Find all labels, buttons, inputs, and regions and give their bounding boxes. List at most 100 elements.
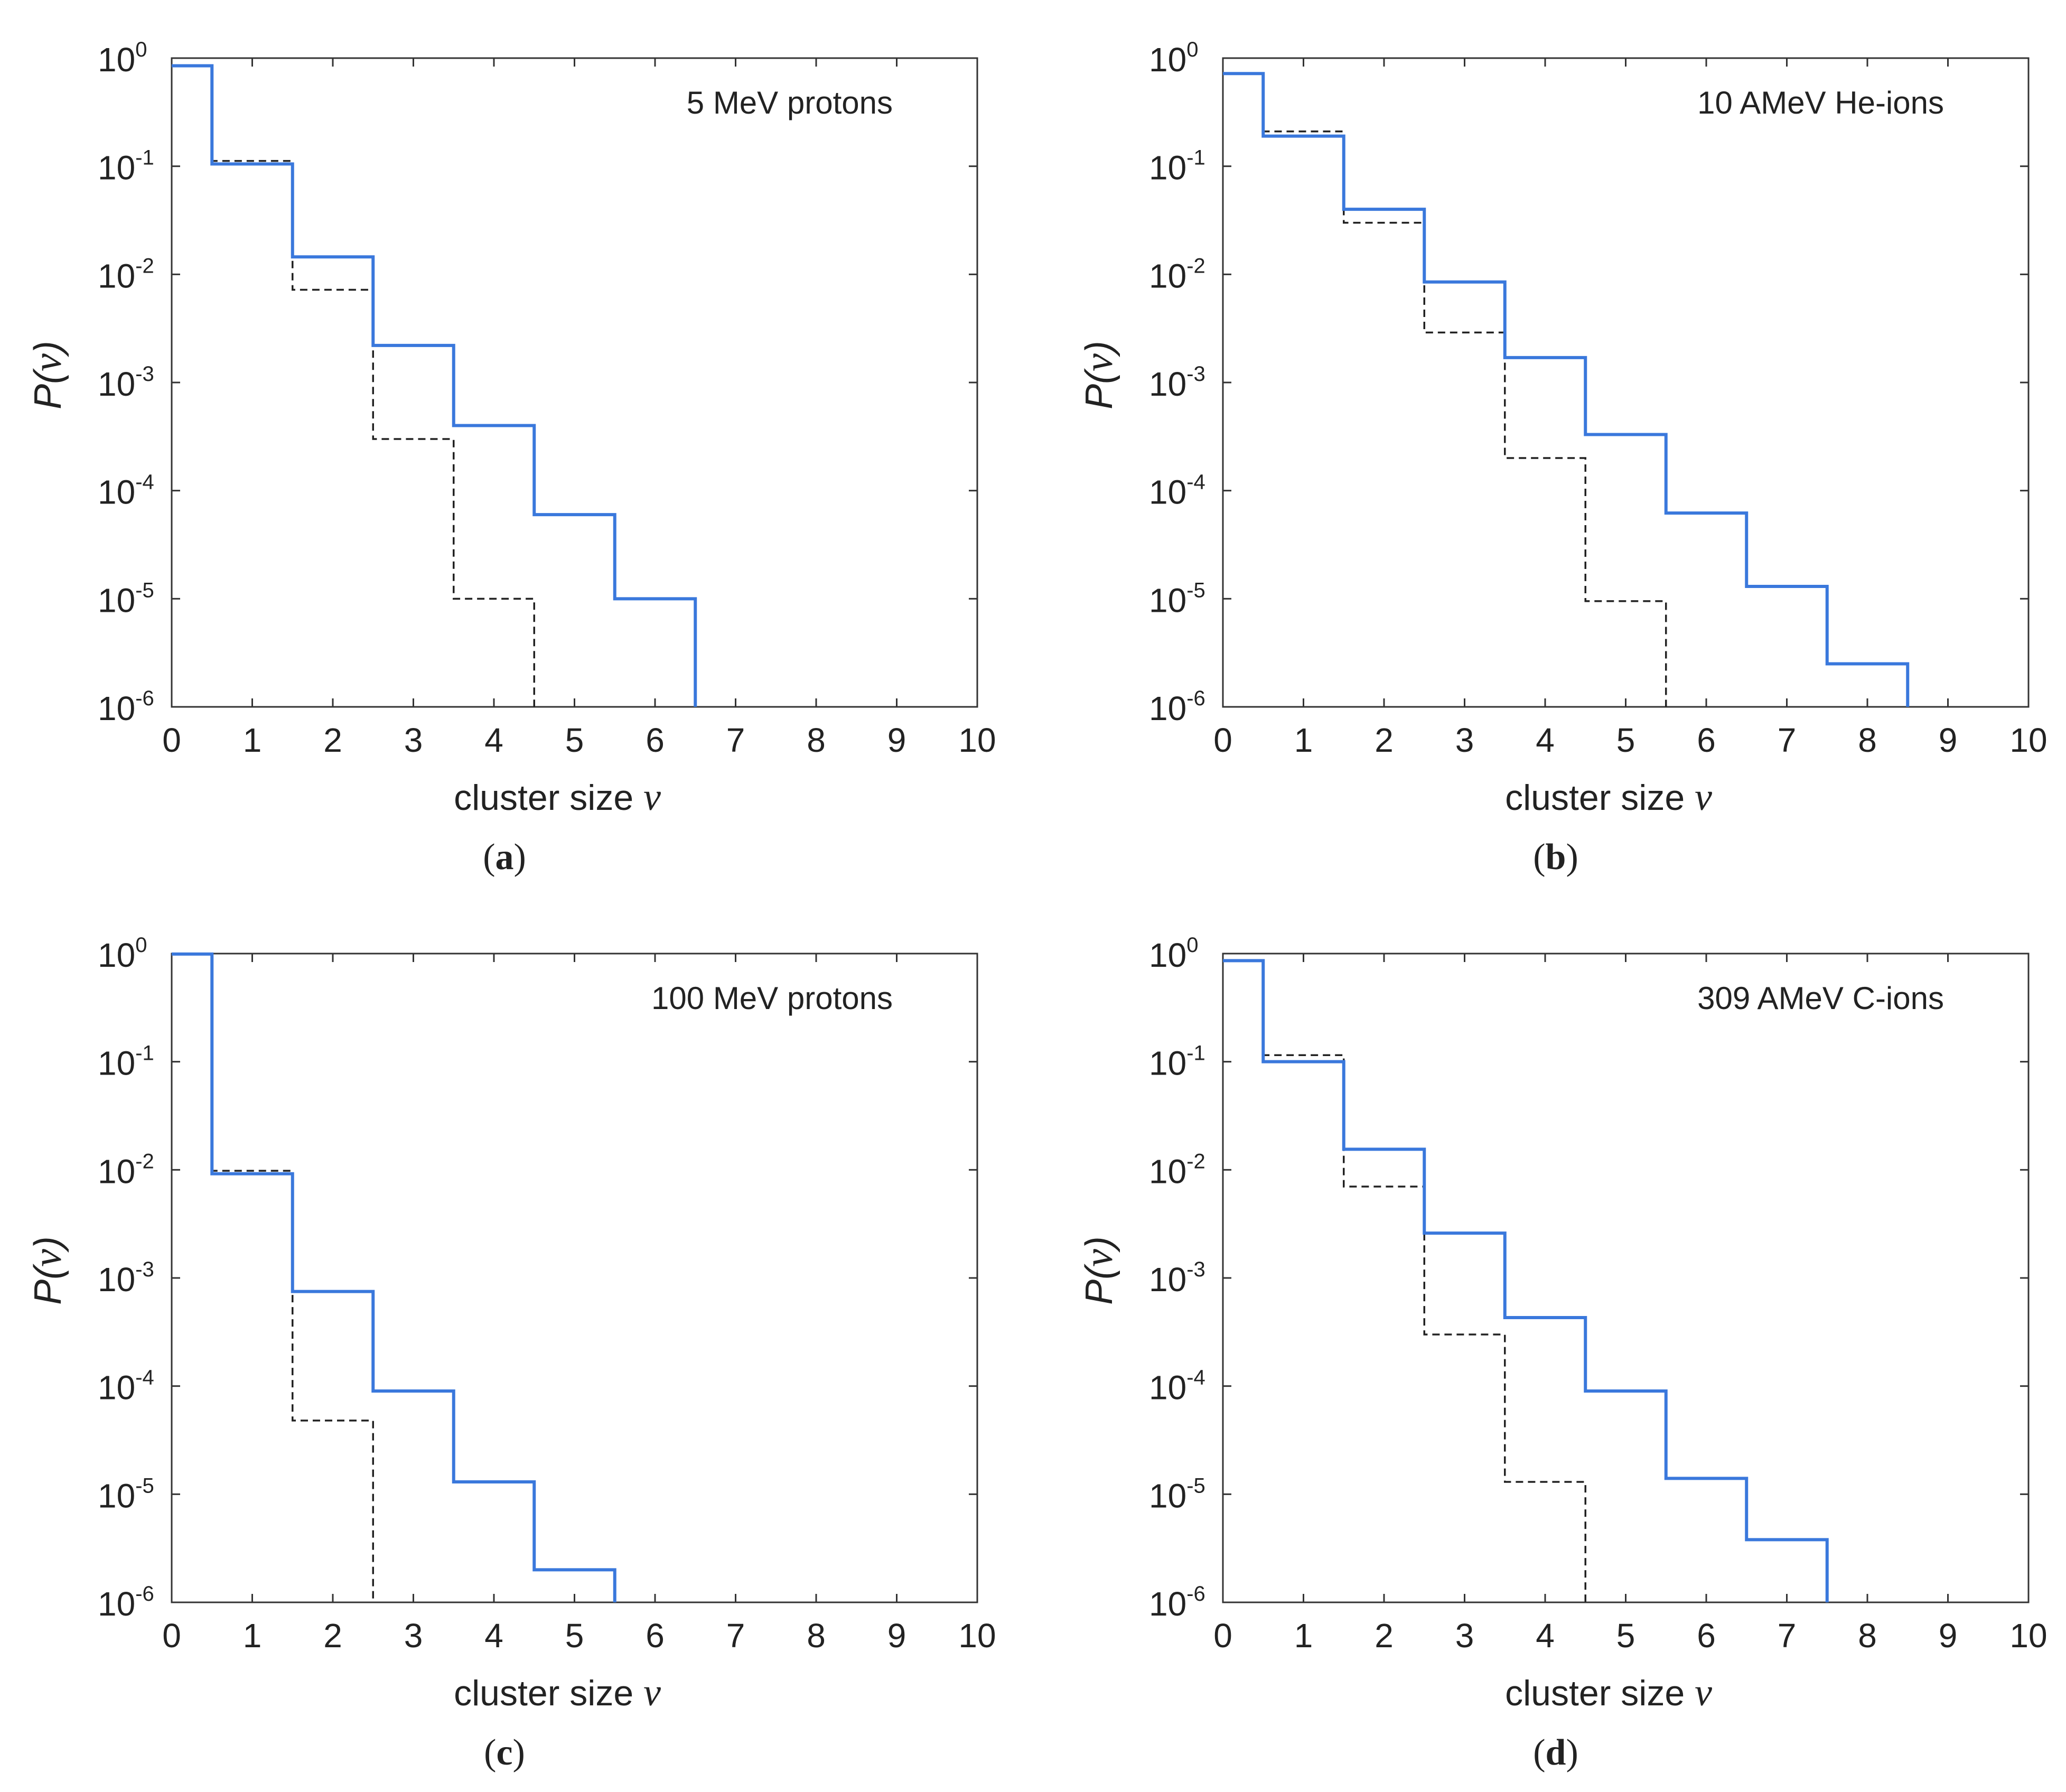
x-axis-title: cluster size ν — [454, 776, 661, 819]
y-tick-base: 10 — [98, 365, 135, 403]
y-axis-title-symbol: ν — [25, 353, 70, 371]
y-tick-exponent: -5 — [1186, 1474, 1205, 1497]
x-tick-label: 10 — [2009, 1617, 2047, 1655]
y-axis-title-symbol: ν — [25, 1249, 70, 1267]
y-tick-base: 10 — [1149, 1044, 1186, 1082]
y-tick-base: 10 — [1149, 365, 1186, 403]
y-tick-label: 10-5 — [1149, 1474, 1205, 1515]
y-tick-label: 100 — [98, 38, 147, 79]
y-tick-exponent: -3 — [1186, 362, 1205, 386]
x-axis-title-text: cluster size — [1505, 778, 1695, 818]
x-tick-label: 6 — [1697, 721, 1716, 759]
panel-label-open: ( — [1533, 837, 1545, 878]
y-tick-base: 10 — [98, 1477, 135, 1515]
panel-label-letter: c — [496, 1732, 512, 1773]
y-tick-base: 10 — [1149, 257, 1186, 295]
y-tick-label: 10-5 — [1149, 578, 1205, 619]
panel-label-letter: d — [1546, 1732, 1566, 1773]
y-tick-label: 10-6 — [98, 1582, 154, 1623]
panel-annotation: 100 MeV protons — [651, 981, 893, 1016]
y-tick-exponent: -4 — [1186, 471, 1205, 494]
y-tick-base: 10 — [98, 1044, 135, 1082]
y-tick-exponent: -4 — [135, 1366, 154, 1389]
y-axis-title-text: P( — [27, 368, 69, 409]
x-tick-label: 7 — [1778, 721, 1797, 759]
y-tick-exponent: -6 — [1186, 1582, 1205, 1606]
x-tick-label: 1 — [1294, 721, 1313, 759]
series-line-solid — [172, 952, 616, 1602]
y-tick-base: 10 — [1149, 1261, 1186, 1299]
y-tick-label: 10-4 — [98, 1366, 154, 1407]
panel-label-open: ( — [483, 837, 495, 878]
y-tick-base: 10 — [1149, 473, 1186, 511]
x-tick-label: 9 — [887, 721, 906, 759]
y-tick-exponent: -1 — [135, 146, 154, 170]
panel-label-letter: b — [1546, 837, 1566, 878]
x-tick-label: 5 — [1616, 721, 1635, 759]
x-tick-label: 0 — [162, 721, 181, 759]
y-axis-title-text: P( — [1078, 1263, 1120, 1305]
panel-label-close: ) — [513, 1732, 525, 1773]
y-tick-label: 10-5 — [98, 1474, 154, 1515]
y-tick-exponent: -3 — [135, 1258, 154, 1281]
y-axis-title: P(ν) — [1077, 1236, 1121, 1305]
series-line-dashed — [172, 64, 535, 707]
x-axis-title: cluster size ν — [1505, 776, 1712, 819]
x-tick-label: 4 — [1536, 721, 1555, 759]
y-tick-base: 10 — [98, 41, 135, 79]
y-tick-label: 10-3 — [1149, 362, 1205, 403]
y-axis-title: P(ν) — [25, 1236, 70, 1305]
y-tick-label: 10-5 — [98, 578, 154, 619]
y-tick-base: 10 — [98, 1261, 135, 1299]
y-tick-base: 10 — [98, 936, 135, 974]
y-tick-base: 10 — [98, 1369, 135, 1407]
series-line-dashed — [1223, 959, 1586, 1602]
y-tick-label: 10-6 — [1149, 687, 1205, 727]
y-tick-exponent: -6 — [1186, 687, 1205, 710]
x-axis-title-text: cluster size — [454, 778, 643, 818]
y-tick-base: 10 — [1149, 1152, 1186, 1190]
x-tick-label: 2 — [323, 721, 342, 759]
y-tick-base: 10 — [98, 257, 135, 295]
x-tick-label: 10 — [958, 721, 996, 759]
y-tick-base: 10 — [1149, 936, 1186, 974]
x-axis-title-symbol: ν — [1695, 1671, 1712, 1714]
x-tick-label: 0 — [1213, 1617, 1232, 1655]
y-tick-exponent: -2 — [135, 254, 154, 277]
y-axis-title-text: P( — [27, 1263, 69, 1305]
x-tick-label: 4 — [484, 721, 503, 759]
y-tick-base: 10 — [98, 1585, 135, 1623]
plot-frame — [171, 57, 978, 708]
x-tick-label: 1 — [1294, 1617, 1313, 1655]
y-tick-exponent: -2 — [1186, 1150, 1205, 1173]
y-tick-label: 10-2 — [1149, 1150, 1205, 1190]
panel-label-letter: a — [496, 837, 514, 878]
y-tick-base: 10 — [1149, 689, 1186, 727]
y-tick-label: 10-4 — [1149, 471, 1205, 511]
y-tick-base: 10 — [1149, 41, 1186, 79]
x-tick-label: 8 — [807, 1617, 826, 1655]
y-tick-label: 10-1 — [98, 146, 154, 187]
y-tick-label: 10-3 — [98, 1258, 154, 1299]
y-tick-base: 10 — [98, 149, 135, 187]
series-line-dashed — [172, 953, 374, 1602]
x-tick-label: 0 — [162, 1617, 181, 1655]
x-tick-label: 7 — [726, 1617, 745, 1655]
x-tick-label: 3 — [1455, 721, 1474, 759]
panel-label-close: ) — [1566, 837, 1578, 878]
y-tick-label: 10-4 — [1149, 1366, 1205, 1407]
x-tick-label: 4 — [1536, 1617, 1555, 1655]
x-tick-label: 5 — [1616, 1617, 1635, 1655]
series-line-solid — [1223, 72, 1910, 707]
x-tick-label: 7 — [726, 721, 745, 759]
panel-label: (b) — [1533, 837, 1578, 878]
plot-frame — [1222, 953, 2030, 1603]
y-axis-title: P(ν) — [1077, 341, 1121, 409]
x-axis-title-text: cluster size — [454, 1673, 643, 1713]
panel-annotation: 5 MeV protons — [687, 85, 893, 120]
x-tick-label: 4 — [484, 1617, 503, 1655]
panel-label-open: ( — [484, 1732, 496, 1773]
x-tick-label: 9 — [1939, 721, 1958, 759]
y-tick-exponent: -3 — [135, 362, 154, 386]
x-tick-label: 6 — [646, 1617, 665, 1655]
